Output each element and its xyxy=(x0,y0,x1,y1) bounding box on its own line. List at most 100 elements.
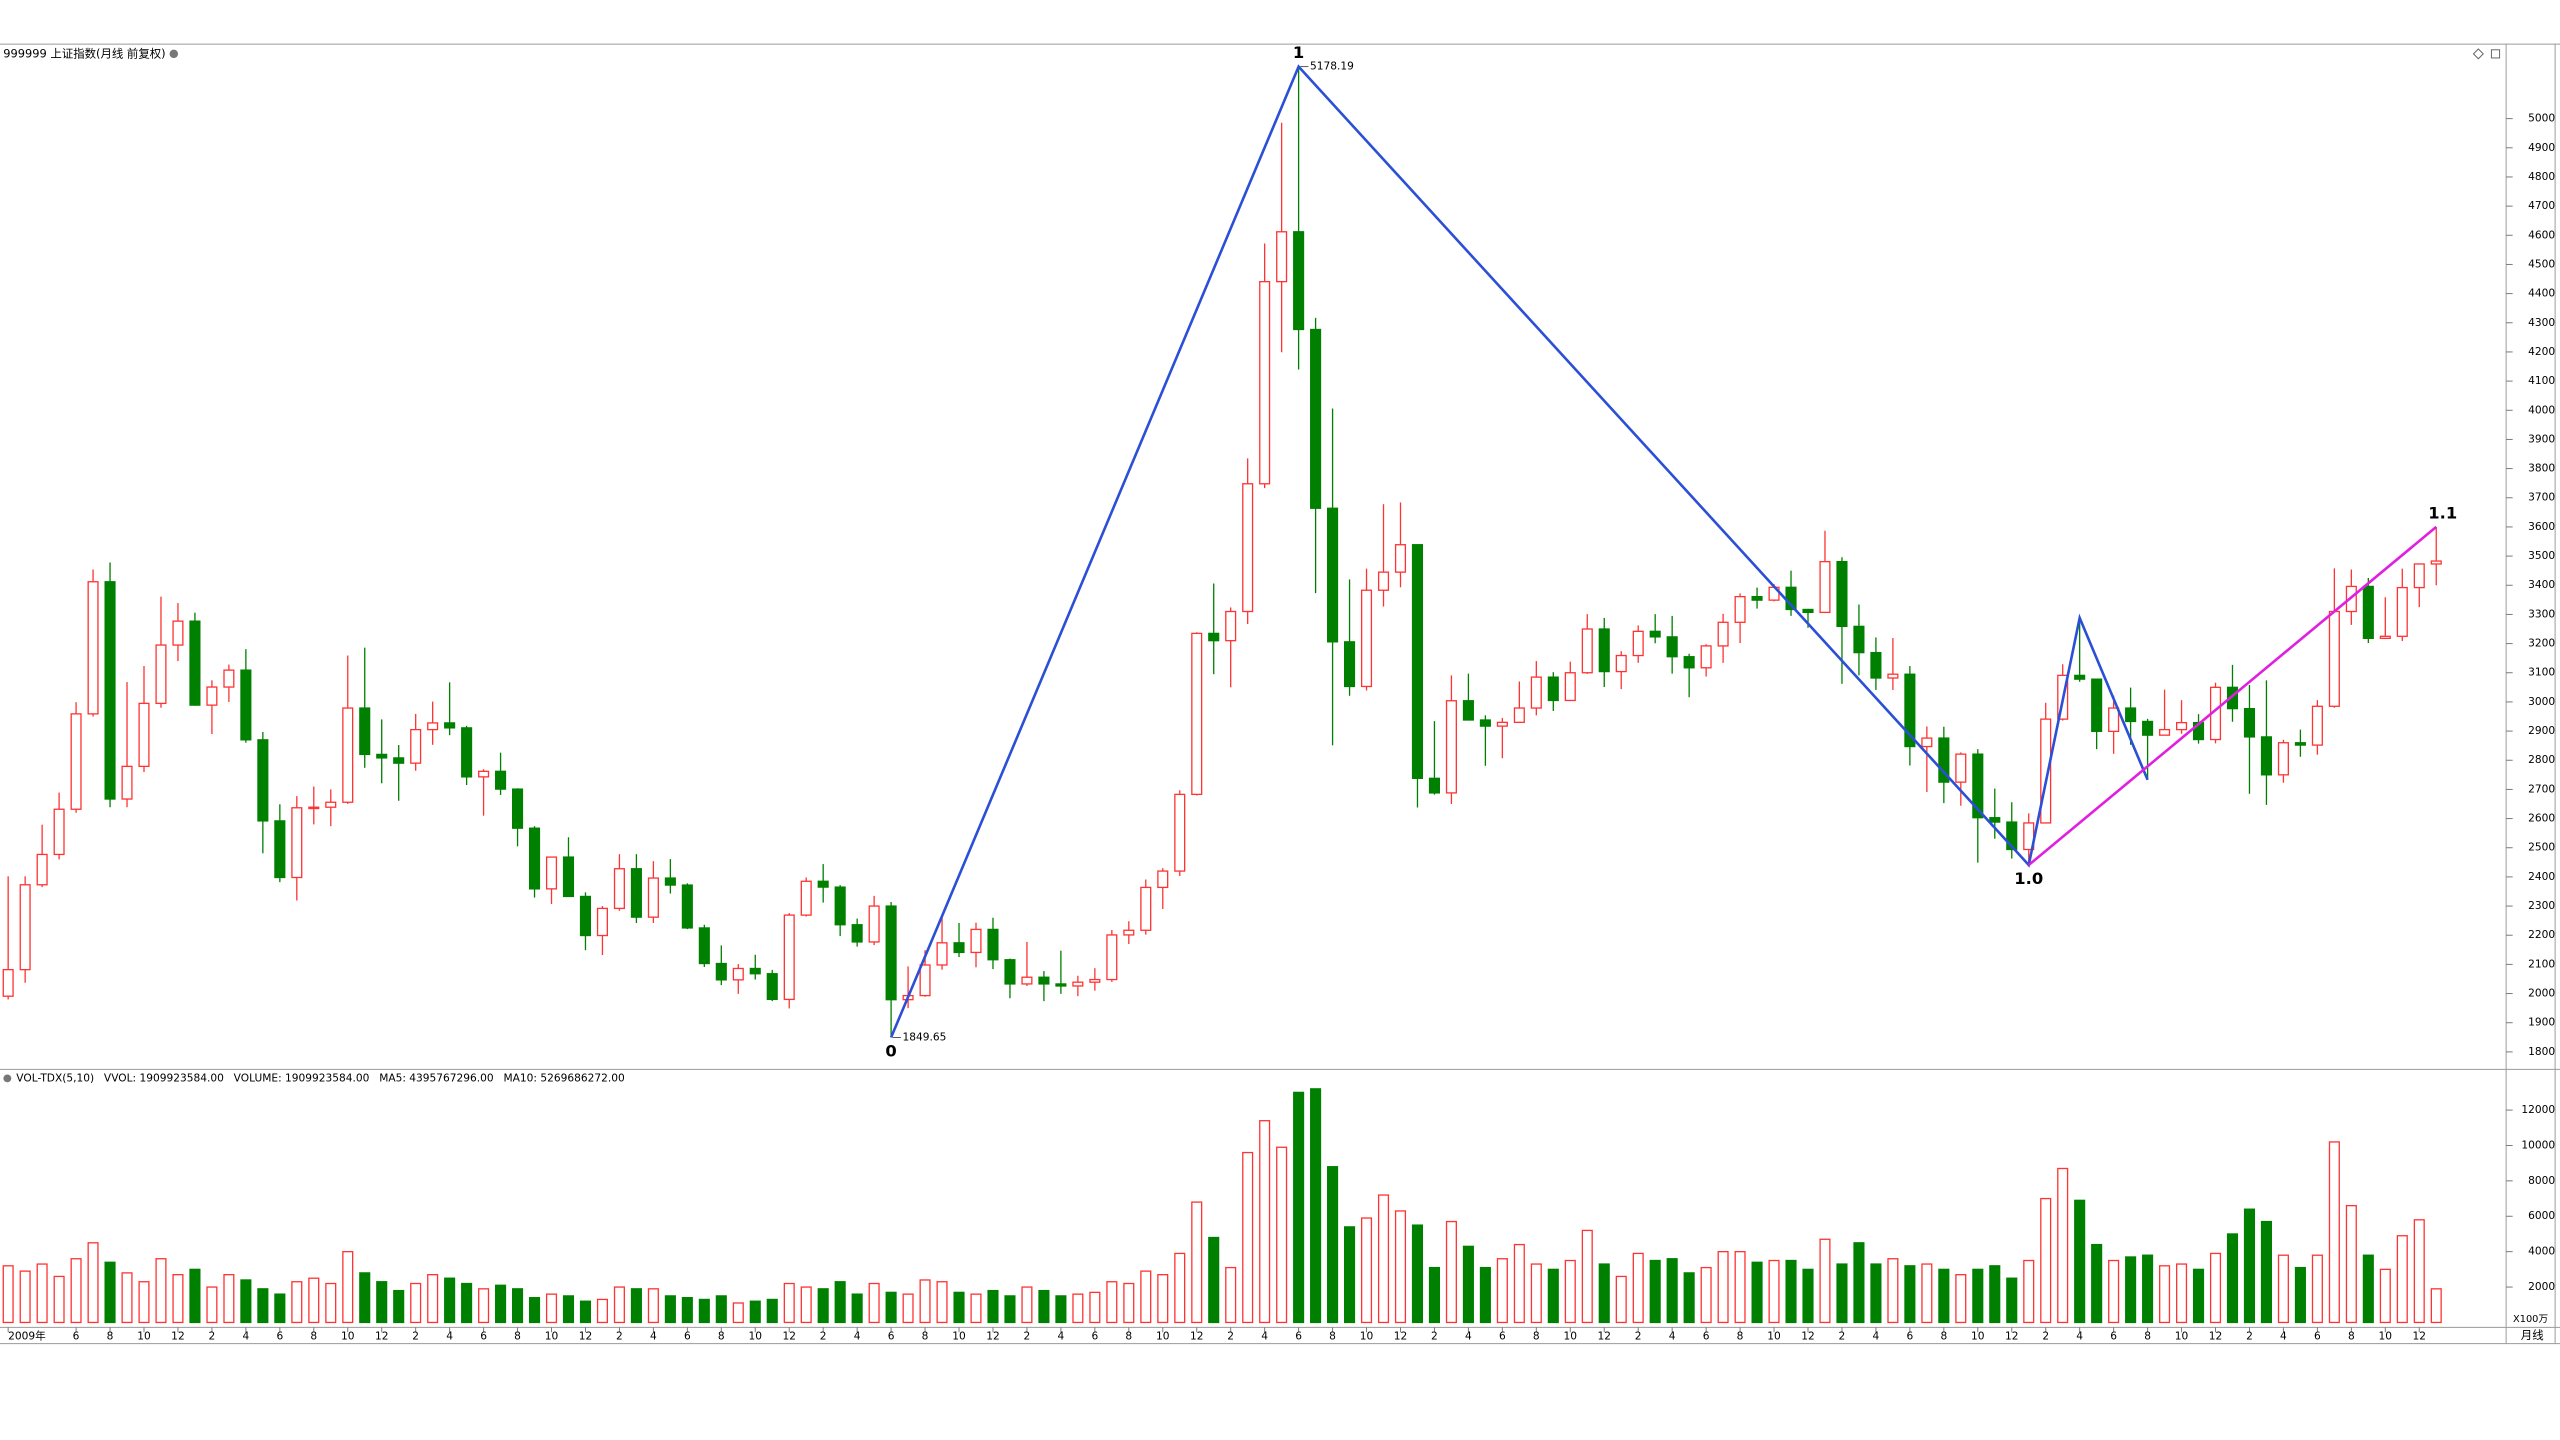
candle-body xyxy=(1191,632,1203,796)
volume-bar xyxy=(1802,1268,1814,1324)
candle-body xyxy=(2074,674,2086,680)
candle-body xyxy=(172,620,184,646)
volume-bar xyxy=(1598,1263,1610,1324)
volume-legend: VVOL: 1909923584.00 xyxy=(104,1071,224,1084)
x-tick-label: 10 xyxy=(952,1329,966,1342)
volume-bar xyxy=(2277,1254,2289,1324)
candle-body xyxy=(1615,654,1627,673)
candle-body xyxy=(121,765,133,800)
volume-bar xyxy=(172,1274,184,1324)
volume-bar xyxy=(2108,1259,2120,1324)
candle-body xyxy=(2362,585,2374,639)
candle-body xyxy=(308,806,320,810)
candle-body xyxy=(2175,721,2188,731)
volume-bar xyxy=(970,1293,982,1324)
x-tick-label: 8 xyxy=(922,1329,929,1342)
icon-square[interactable] xyxy=(2490,49,2501,59)
volume-bar xyxy=(2074,1199,2086,1324)
candle-body xyxy=(1666,636,1678,658)
y-tick-label: 3500 xyxy=(2528,549,2555,562)
volume-panel: VOL-TDX(5,10) VVOL: 1909923584.00 VOLUME: … xyxy=(2,1071,2442,1324)
x-tick-label: 2 xyxy=(616,1329,623,1342)
y-tick-label: 4800 xyxy=(2528,170,2555,183)
wave-label: 0 xyxy=(885,1042,896,1061)
volume-bar xyxy=(2192,1268,2205,1324)
volume-bar xyxy=(121,1272,133,1324)
candle-body xyxy=(1377,571,1390,591)
x-tick-label: 8 xyxy=(1329,1329,1336,1342)
candle-body xyxy=(2142,720,2154,736)
volume-bar xyxy=(427,1274,439,1324)
volume-bar xyxy=(885,1291,897,1324)
volume-bar xyxy=(308,1277,320,1324)
y-tick-label: 3700 xyxy=(2528,491,2555,504)
candle-body xyxy=(613,868,625,910)
volume-bar xyxy=(1462,1245,1474,1324)
x-tick-label: 12 xyxy=(579,1329,593,1342)
candle-body xyxy=(1276,231,1288,283)
volume-bar xyxy=(2311,1254,2323,1324)
x-tick-label: 2009年 xyxy=(8,1329,46,1342)
volume-bar xyxy=(851,1293,863,1324)
candle-body xyxy=(2430,560,2442,565)
x-tick-label: 8 xyxy=(514,1329,521,1342)
candle-body xyxy=(1140,886,1152,931)
x-tick-label: 10 xyxy=(341,1329,355,1342)
volume-bar xyxy=(2209,1252,2222,1324)
volume-bar xyxy=(1140,1270,1152,1324)
candle-body xyxy=(1089,978,1101,983)
volume-bar xyxy=(2226,1233,2239,1324)
volume-bar xyxy=(393,1289,405,1324)
y-tick-label: 2500 xyxy=(2528,841,2555,854)
candle-body xyxy=(291,807,303,879)
volume-bar xyxy=(1513,1243,1525,1324)
candle-body xyxy=(749,967,761,975)
y-tick-label: 3300 xyxy=(2528,607,2555,620)
candle-body xyxy=(1921,737,1933,748)
candle-body xyxy=(2091,678,2103,733)
candle-body xyxy=(410,728,422,764)
candle-body xyxy=(715,962,727,981)
volume-bar xyxy=(1547,1268,1559,1324)
y-tick-label: 1900 xyxy=(2528,1016,2555,1029)
x-tick-label: 2 xyxy=(412,1329,419,1342)
y-tick-label: 4600 xyxy=(2528,228,2555,241)
volume-bar xyxy=(1768,1259,1780,1324)
x-tick-label: 4 xyxy=(446,1329,453,1342)
y-tick-label: 2400 xyxy=(2528,870,2555,883)
candle-body xyxy=(223,669,235,688)
volume-tick-label: 4000 xyxy=(2528,1245,2555,1258)
x-tick-label: 2 xyxy=(1431,1329,1438,1342)
candle-body xyxy=(1394,544,1407,573)
x-tick-label: 8 xyxy=(1533,1329,1540,1342)
price-panel: 5178.19 1849.65 0 1 1.0 1.1 xyxy=(2,43,2457,1061)
candle-body xyxy=(2277,742,2289,776)
candle-body xyxy=(444,722,456,729)
volume-bar xyxy=(528,1297,541,1324)
volume-bar xyxy=(2,1265,14,1324)
volume-bar xyxy=(953,1291,965,1324)
candle-body xyxy=(2396,586,2408,637)
candle-body xyxy=(1598,628,1610,673)
volume-bar xyxy=(240,1279,252,1324)
candle-body xyxy=(70,713,82,810)
x-tick-label: 8 xyxy=(1940,1329,1947,1342)
chart-title: 999999 上证指数(月线 前复权) xyxy=(3,46,165,60)
volume-bar xyxy=(1208,1236,1220,1324)
volume-bar xyxy=(2159,1265,2171,1324)
icon-diamond[interactable] xyxy=(2472,48,2484,60)
volume-bar xyxy=(1819,1238,1831,1324)
x-tick-label: 12 xyxy=(2209,1329,2223,1342)
candle-body xyxy=(732,967,744,981)
x-tick-label: 8 xyxy=(2348,1329,2355,1342)
y-tick-label: 2700 xyxy=(2528,782,2555,795)
x-tick-label: 12 xyxy=(986,1329,1000,1342)
volume-bar xyxy=(444,1277,456,1324)
candle-body xyxy=(1327,507,1339,643)
x-tick-label: 6 xyxy=(480,1329,487,1342)
candle-body xyxy=(1887,673,1899,679)
x-tick-label: 6 xyxy=(888,1329,895,1342)
candle-body xyxy=(87,581,99,715)
candle-body xyxy=(512,788,524,829)
x-tick-label: 4 xyxy=(650,1329,657,1342)
